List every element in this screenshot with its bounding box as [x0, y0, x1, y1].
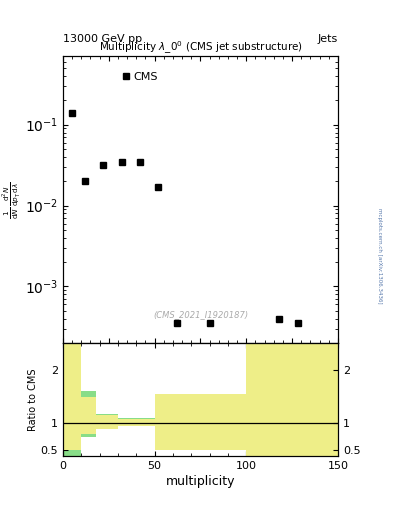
Bar: [246, 343, 338, 456]
Bar: [96, 415, 118, 429]
Text: 13000 GeV pp: 13000 GeV pp: [63, 33, 142, 44]
CMS: [156, 184, 161, 190]
CMS: [83, 178, 87, 184]
CMS: [277, 315, 282, 322]
CMS: [138, 159, 142, 165]
CMS: [295, 321, 300, 327]
Bar: [246, 343, 338, 456]
X-axis label: multiplicity: multiplicity: [166, 475, 235, 488]
Bar: [118, 419, 154, 425]
Bar: [96, 414, 118, 429]
Text: Jets: Jets: [318, 33, 338, 44]
Text: mcplots.cern.ch [arXiv:1306.3436]: mcplots.cern.ch [arXiv:1306.3436]: [377, 208, 382, 304]
Line: CMS: CMS: [69, 110, 301, 327]
CMS: [119, 159, 124, 165]
Title: Multiplicity $\lambda\_0^0$ (CMS jet substructure): Multiplicity $\lambda\_0^0$ (CMS jet sub…: [99, 40, 302, 56]
CMS: [101, 162, 106, 168]
CMS: [207, 321, 212, 327]
Text: (CMS_2021_I1920187): (CMS_2021_I1920187): [153, 310, 248, 319]
Bar: [81, 391, 96, 437]
Y-axis label: $\frac{1}{\mathrm{d}N}\,\frac{\mathrm{d}^2N}{\mathrm{d}p_\mathrm{T}\,\mathrm{d}\: $\frac{1}{\mathrm{d}N}\,\frac{\mathrm{d}…: [1, 181, 22, 219]
Bar: [63, 343, 81, 451]
Bar: [63, 343, 81, 456]
Bar: [154, 394, 246, 437]
Legend: CMS: CMS: [118, 68, 162, 87]
CMS: [174, 321, 179, 327]
Bar: [118, 418, 154, 426]
Bar: [154, 394, 246, 451]
CMS: [70, 110, 74, 116]
Y-axis label: Ratio to CMS: Ratio to CMS: [28, 368, 38, 431]
Bar: [81, 397, 96, 434]
